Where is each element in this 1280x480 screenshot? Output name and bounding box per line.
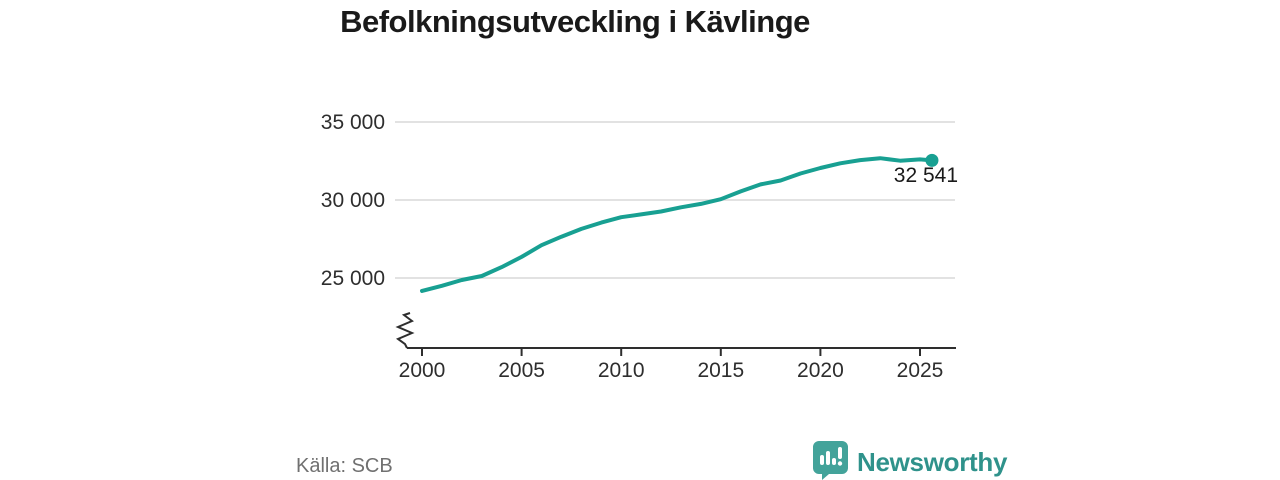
y-axis-break-icon (395, 312, 415, 349)
x-axis-tick-label: 2000 (399, 359, 446, 382)
last-point-dot (925, 153, 939, 167)
y-axis-tick-label: 35 000 (321, 111, 385, 134)
y-axis-tick-label: 30 000 (321, 189, 385, 212)
x-axis-tick-label: 2020 (797, 359, 844, 382)
x-axis-tick-label: 2025 (897, 359, 944, 382)
x-axis-tick-label: 2015 (697, 359, 744, 382)
last-value-label: 32 541 (894, 164, 958, 187)
x-axis-tick-label: 2010 (598, 359, 645, 382)
population-line-series (420, 156, 934, 293)
source-label: Källa: SCB (296, 455, 393, 477)
newsworthy-speech-bubble-barchart-icon (812, 440, 849, 480)
chart-title: Befolkningsutveckling i Kävlinge (340, 4, 810, 39)
x-axis-tick-label: 2005 (498, 359, 545, 382)
newsworthy-wordmark: Newsworthy (857, 447, 1008, 477)
newsworthy-branding: Newsworthy (812, 440, 1007, 480)
y-axis-tick-label: 25 000 (321, 267, 385, 290)
